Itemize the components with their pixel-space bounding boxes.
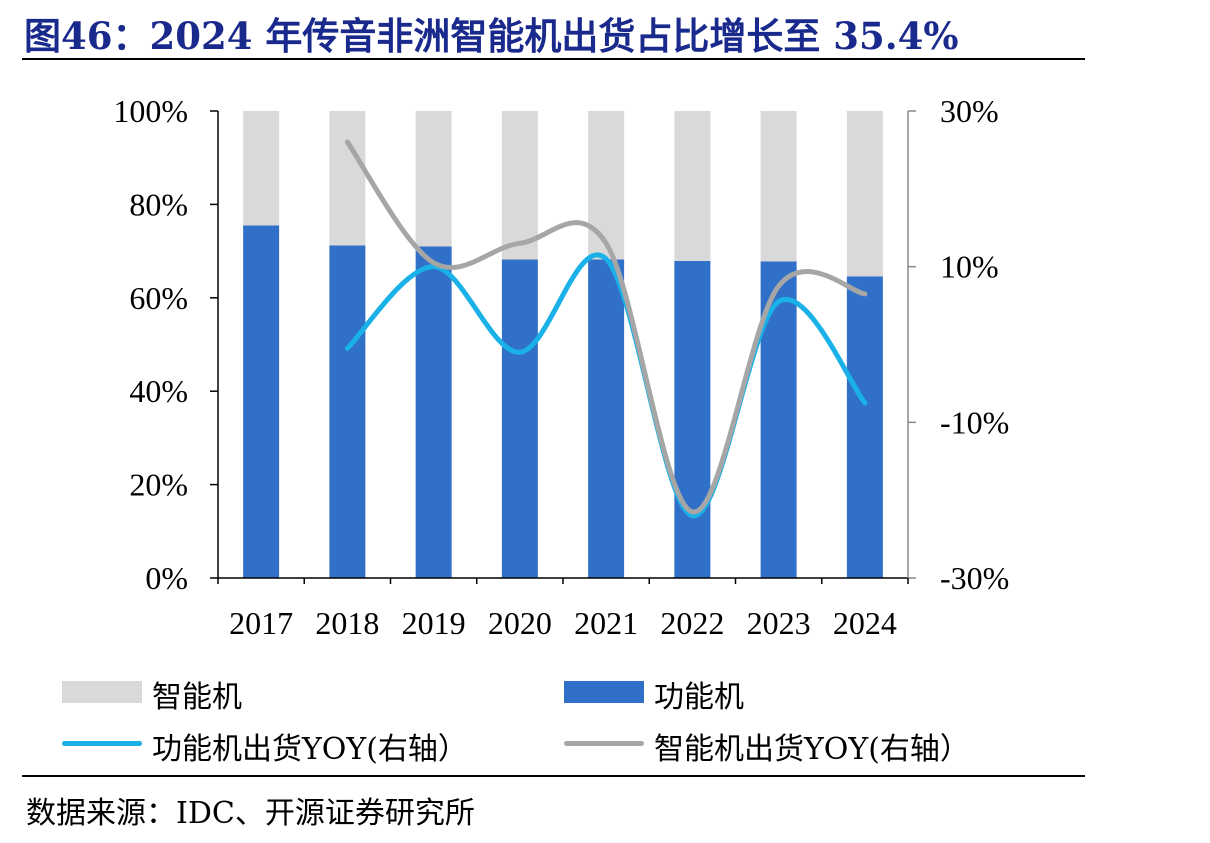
bar-featurephone-2018 bbox=[329, 245, 366, 578]
x-tick-label-2019: 2019 bbox=[402, 605, 466, 641]
x-tick-label-2017: 2017 bbox=[229, 605, 293, 641]
y-right-tick-label: -10% bbox=[940, 404, 1009, 440]
bar-smartphone-2021 bbox=[588, 111, 625, 260]
bar-featurephone-2020 bbox=[501, 259, 538, 578]
legend-label-smartphone: 智能机 bbox=[152, 680, 242, 715]
bar-smartphone-2017 bbox=[243, 111, 280, 226]
x-tick-label-2023: 2023 bbox=[747, 605, 811, 641]
legend-swatch-smartphone-yoy bbox=[564, 741, 644, 746]
x-tick-label-2018: 2018 bbox=[315, 605, 379, 641]
chart-title: 图46：2024 年传音非洲智能机出货占比增长至 35.4% bbox=[24, 14, 959, 58]
bar-smartphone-2020 bbox=[501, 111, 538, 260]
bar-featurephone-2022 bbox=[674, 260, 711, 578]
y-left-tick-label: 0% bbox=[145, 560, 188, 596]
legend-swatch-featurephone-yoy bbox=[62, 741, 142, 746]
bar-smartphone-2019 bbox=[415, 111, 452, 247]
bar-smartphone-2024 bbox=[846, 111, 883, 277]
y-left-tick-label: 20% bbox=[129, 467, 188, 503]
y-right-tick-label: 10% bbox=[940, 249, 999, 285]
legend-swatch-smartphone bbox=[62, 681, 142, 703]
legend-swatch-featurephone bbox=[564, 681, 644, 703]
bottom-divider bbox=[22, 775, 1085, 777]
bar-featurephone-2021 bbox=[588, 259, 625, 578]
y-left-tick-label: 100% bbox=[113, 93, 188, 129]
legend-label-featurephone: 功能机 bbox=[654, 680, 744, 715]
bar-smartphone-2022 bbox=[674, 111, 711, 261]
bar-smartphone-2018 bbox=[329, 111, 366, 246]
y-left-tick-label: 60% bbox=[129, 280, 188, 316]
legend-label-featurephone-yoy: 功能机出货YOY(右轴） bbox=[152, 732, 468, 767]
x-tick-label-2022: 2022 bbox=[660, 605, 724, 641]
source-note: 数据来源：IDC、开源证券研究所 bbox=[26, 796, 475, 831]
bar-featurephone-2017 bbox=[243, 225, 280, 579]
y-left-tick-label: 80% bbox=[129, 186, 188, 222]
y-left-tick-label: 40% bbox=[129, 373, 188, 409]
x-tick-label-2020: 2020 bbox=[488, 605, 552, 641]
bar-featurephone-2019 bbox=[415, 246, 452, 578]
bar-smartphone-2023 bbox=[760, 111, 797, 262]
x-tick-label-2024: 2024 bbox=[833, 605, 897, 641]
legend-label-smartphone-yoy: 智能机出货YOY(右轴） bbox=[654, 732, 970, 767]
bar-featurephone-2024 bbox=[846, 276, 883, 578]
x-tick-label-2021: 2021 bbox=[574, 605, 638, 641]
y-right-tick-label: -30% bbox=[940, 560, 1009, 596]
y-right-tick-label: 30% bbox=[940, 93, 999, 129]
top-divider bbox=[22, 58, 1085, 60]
